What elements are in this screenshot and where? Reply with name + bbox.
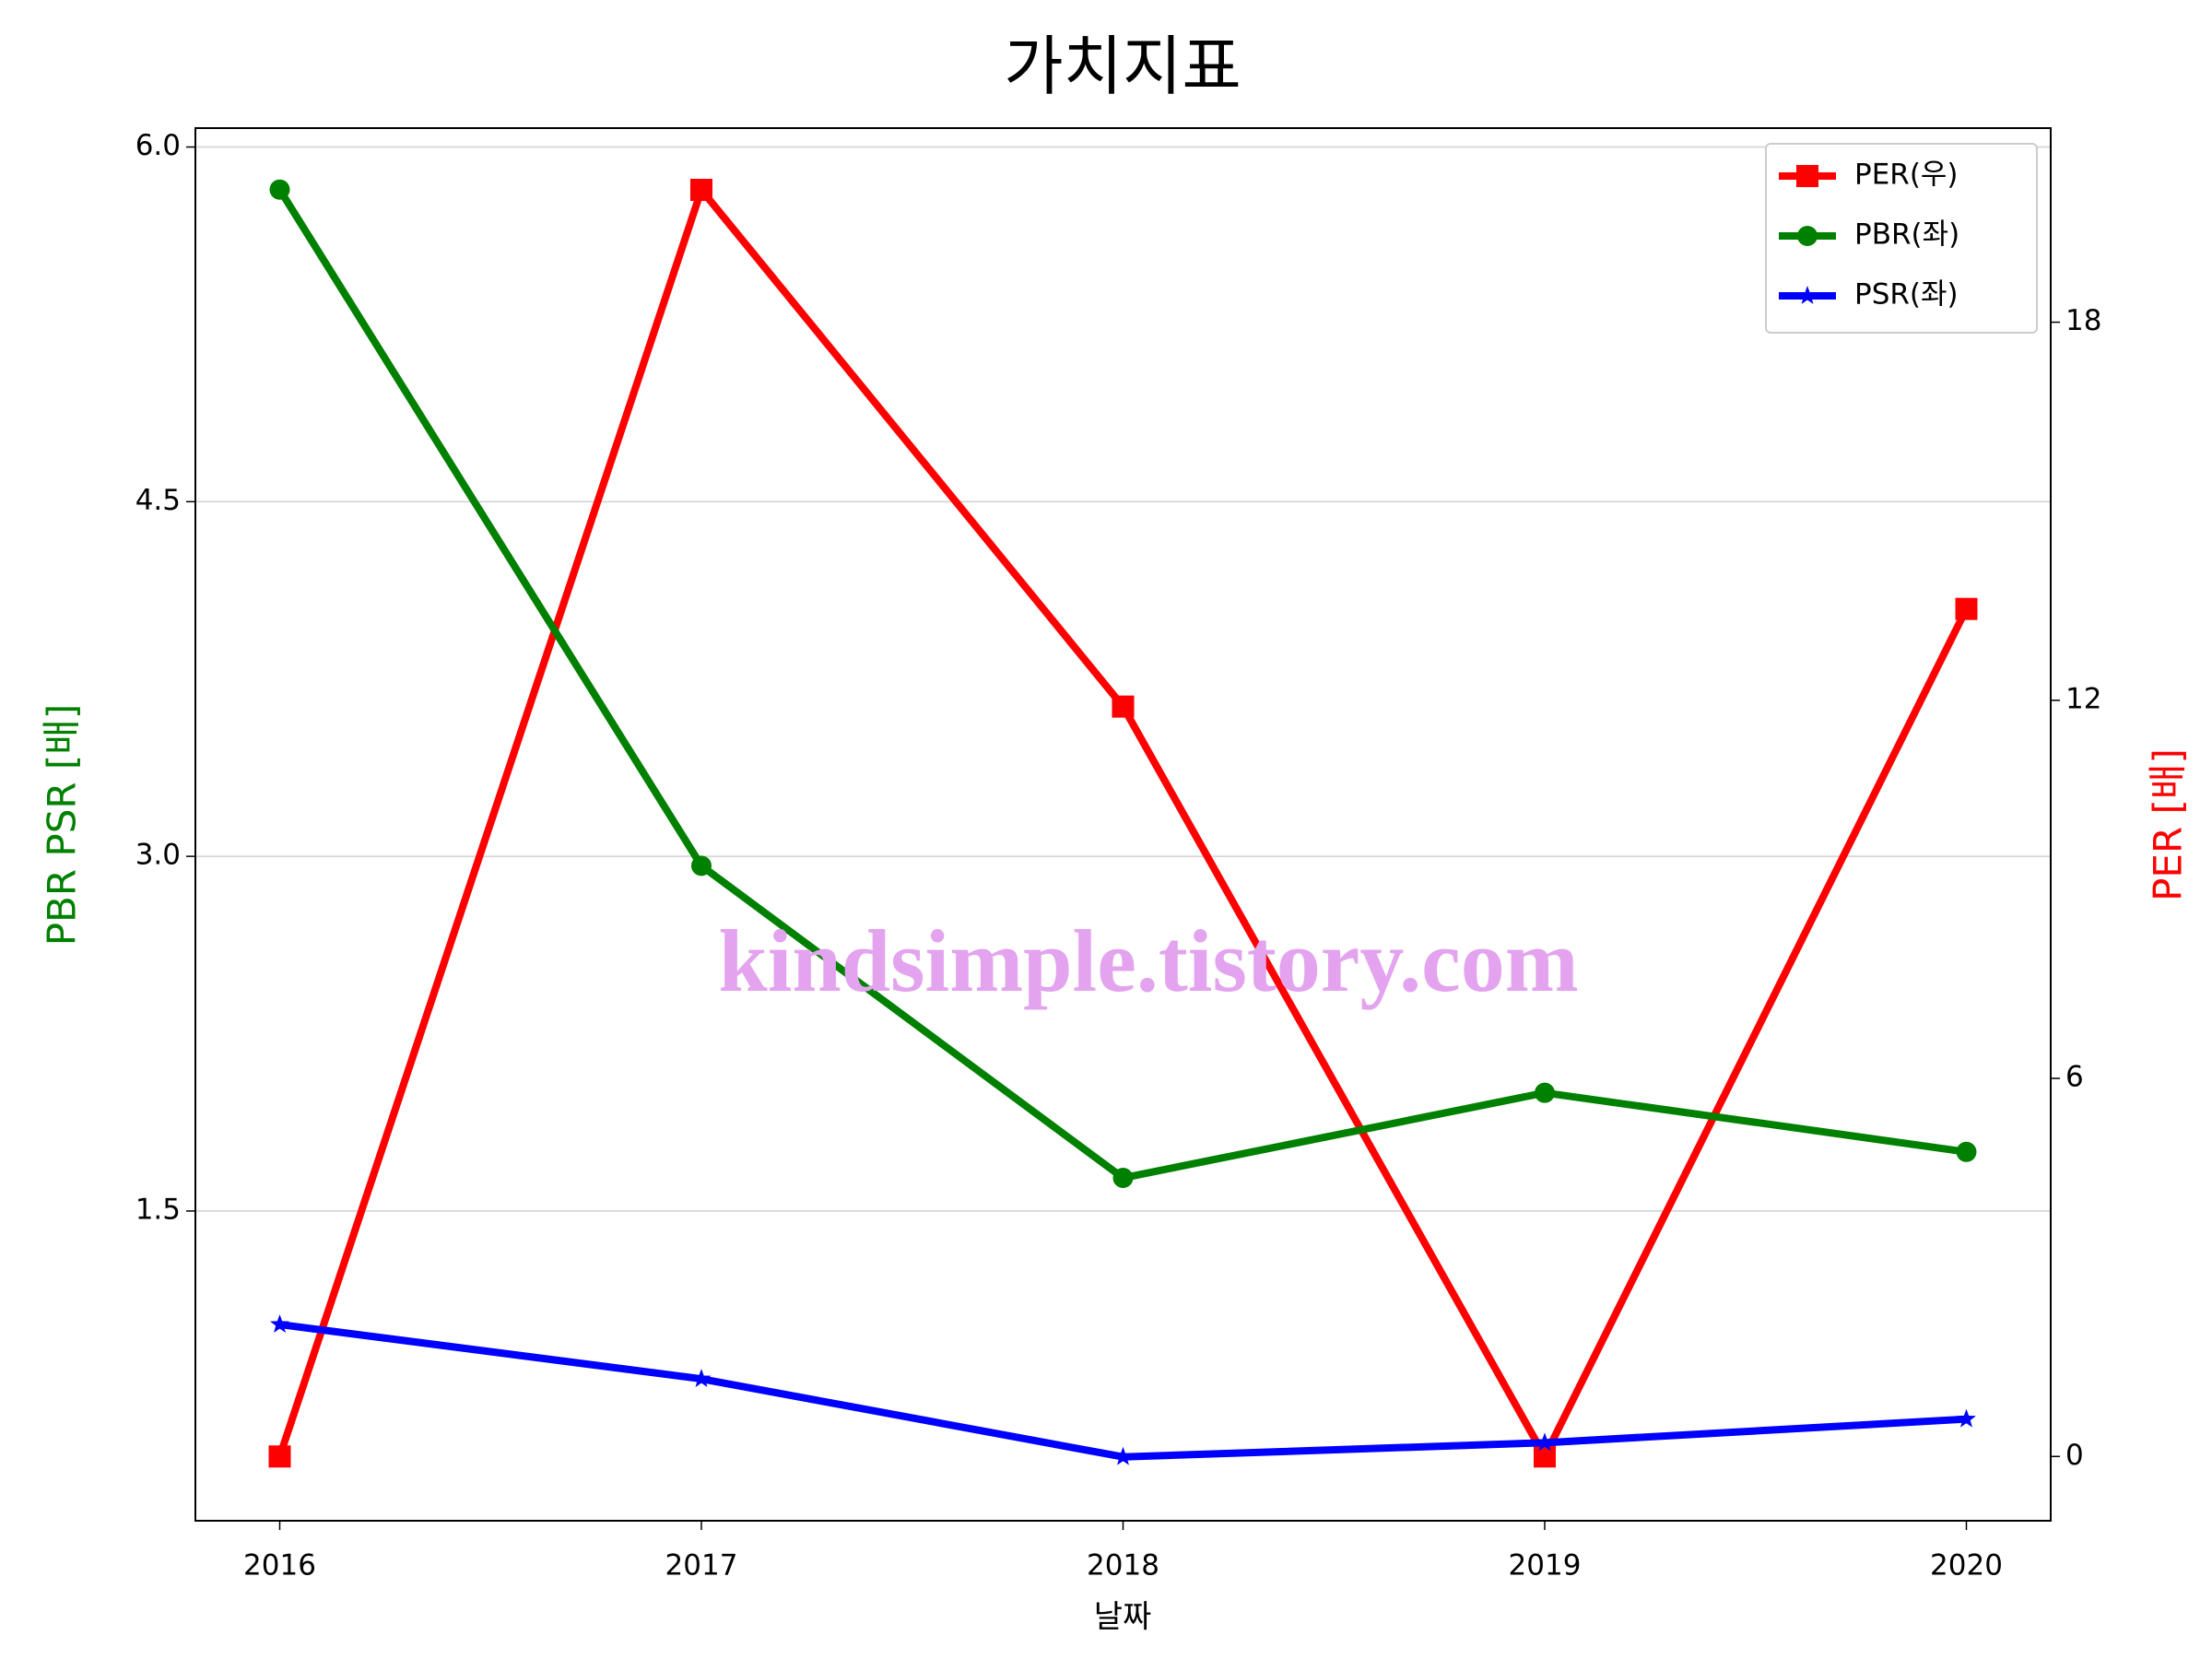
y2-axis-label: PER [배] — [2146, 748, 2191, 901]
marker — [1112, 695, 1135, 718]
y2-tick-label: 6 — [2065, 1061, 2084, 1094]
legend-box — [1765, 143, 2038, 334]
chart-title: 가치지표 — [1004, 29, 1241, 104]
y2-tick-label: 18 — [2065, 304, 2101, 337]
y2-tick-label: 12 — [2065, 682, 2101, 715]
x-tick-label: 2018 — [1087, 1549, 1159, 1583]
marker — [1797, 286, 1818, 304]
legend-label: PSR(좌) — [1854, 278, 1959, 312]
marker — [691, 1369, 712, 1387]
x-tick-label: 2017 — [665, 1549, 738, 1583]
y-tick-label: 4.5 — [135, 484, 181, 517]
marker — [1112, 1168, 1134, 1189]
marker — [1955, 597, 1978, 620]
marker — [1796, 165, 1818, 187]
legend-label: PBR(좌) — [1854, 218, 1959, 252]
marker — [691, 855, 712, 877]
y-tick-label: 1.5 — [135, 1193, 181, 1226]
marker — [1957, 1408, 1976, 1428]
marker — [1535, 1082, 1555, 1103]
marker — [1797, 226, 1818, 246]
marker — [269, 179, 290, 200]
y-axis-label: PBR PSR [배] — [40, 704, 85, 947]
marker — [1535, 1432, 1555, 1452]
y2-tick-label: 0 — [2065, 1439, 2084, 1472]
marker — [1113, 1446, 1133, 1465]
plot-frame — [194, 127, 2052, 1522]
x-tick-label: 2019 — [1509, 1549, 1582, 1583]
marker — [270, 1314, 289, 1333]
legend-label: PER(우) — [1854, 159, 1959, 192]
marker — [268, 1445, 291, 1468]
y-tick-label: 3.0 — [135, 839, 181, 872]
marker — [690, 179, 712, 202]
x-axis-label: 날짜 — [1094, 1599, 1152, 1636]
marker — [1534, 1445, 1556, 1468]
watermark: kindsimple.tistory.com — [718, 912, 1578, 1010]
x-tick-label: 2020 — [1930, 1549, 2003, 1583]
y-tick-label: 6.0 — [135, 129, 181, 162]
marker — [1956, 1141, 1977, 1162]
x-tick-label: 2016 — [243, 1549, 316, 1583]
